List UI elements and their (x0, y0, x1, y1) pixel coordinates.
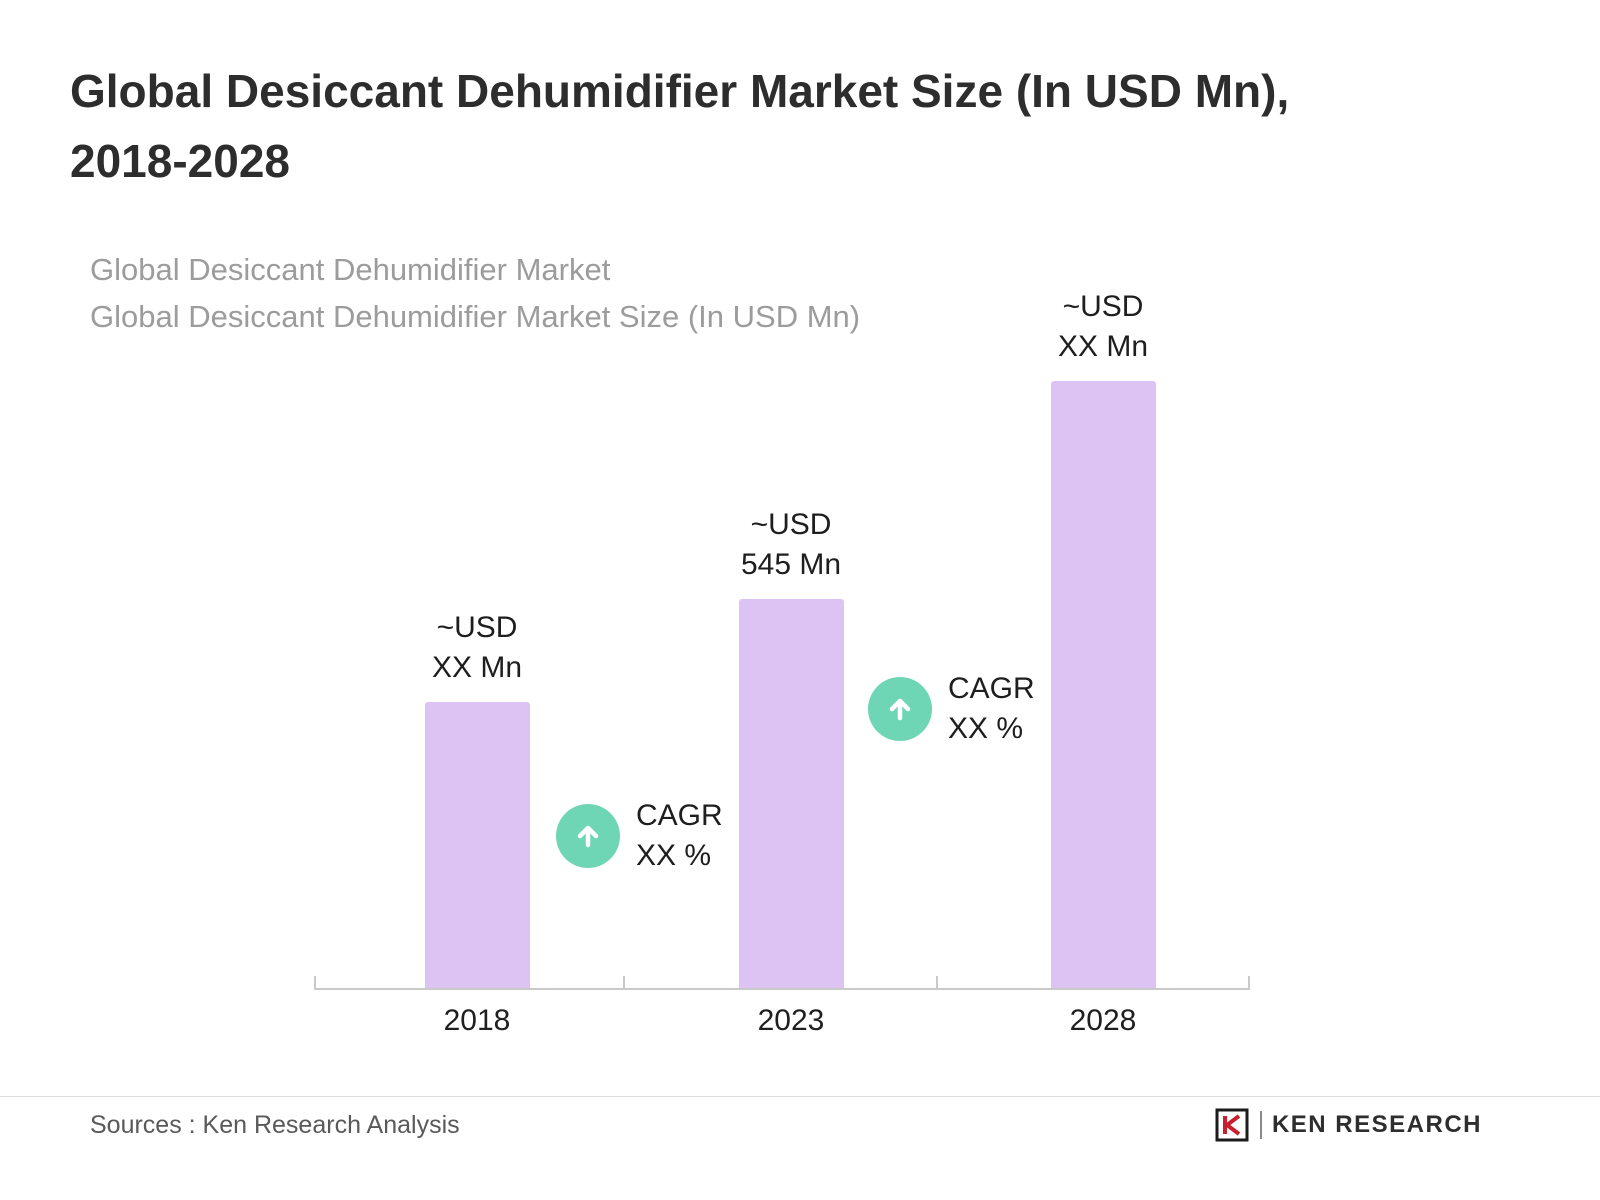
subtitle-line-2: Global Desiccant Dehumidifier Market Siz… (90, 299, 861, 334)
bar-value-label-2028: ~USD XX Mn (1058, 287, 1148, 367)
sources-note: Sources : Ken Research Analysis (90, 1111, 460, 1139)
bar-2028 (1050, 381, 1156, 988)
title-line-2: 2018-2028 (70, 135, 290, 187)
cagr-value: XX % (948, 712, 1024, 745)
ken-research-logo: KEN RESEARCH (1214, 1107, 1482, 1143)
bar-group-2028: ~USD XX Mn (1003, 287, 1203, 988)
bar-value-line: ~USD (750, 508, 832, 541)
bar-2023 (738, 599, 844, 988)
cagr-label: CAGR (948, 672, 1035, 705)
bar-value-label-2018: ~USD XX Mn (432, 608, 522, 688)
chart-subtitle: Global Desiccant Dehumidifier Market Glo… (90, 246, 860, 340)
cagr-badge-text: CAGR XX % (948, 669, 1035, 749)
bar-2018 (424, 702, 530, 988)
bar-value-line: XX Mn (1057, 330, 1149, 363)
axis-tick (1248, 976, 1250, 990)
logo-text: KEN RESEARCH (1271, 1111, 1482, 1138)
bar-value-line: 545 Mn (740, 548, 842, 581)
x-tick-label-2023: 2023 (757, 1004, 825, 1037)
x-tick-label-2028: 2028 (1069, 1004, 1137, 1037)
axis-tick (623, 976, 625, 990)
bar-value-label-2023: ~USD 545 Mn (741, 505, 841, 585)
bar-group-2023: ~USD 545 Mn (691, 505, 891, 988)
cagr-badge-1: CAGR XX % (556, 796, 723, 876)
cagr-label: CAGR (636, 799, 723, 832)
cagr-badge-2: CAGR XX % (868, 669, 1035, 749)
cagr-badge-text: CAGR XX % (636, 796, 723, 876)
x-tick-label-2018: 2018 (443, 1004, 511, 1037)
x-axis-line (314, 988, 1250, 990)
logo-separator (1259, 1111, 1262, 1139)
up-arrow-icon (868, 677, 932, 741)
ken-research-logo-icon (1215, 1108, 1249, 1142)
bar-group-2018: ~USD XX Mn (377, 608, 577, 988)
axis-tick (936, 976, 938, 990)
subtitle-line-1: Global Desiccant Dehumidifier Market (90, 252, 611, 287)
page-title: Global Desiccant Dehumidifier Market Siz… (70, 56, 1530, 196)
bar-value-line: ~USD (436, 611, 518, 644)
bar-value-line: XX Mn (431, 651, 523, 684)
bar-value-line: ~USD (1062, 290, 1144, 323)
up-arrow-icon (556, 804, 620, 868)
footer-divider (0, 1096, 1600, 1097)
cagr-value: XX % (636, 839, 712, 872)
axis-tick (314, 976, 316, 990)
title-line-1: Global Desiccant Dehumidifier Market Siz… (70, 65, 1290, 117)
